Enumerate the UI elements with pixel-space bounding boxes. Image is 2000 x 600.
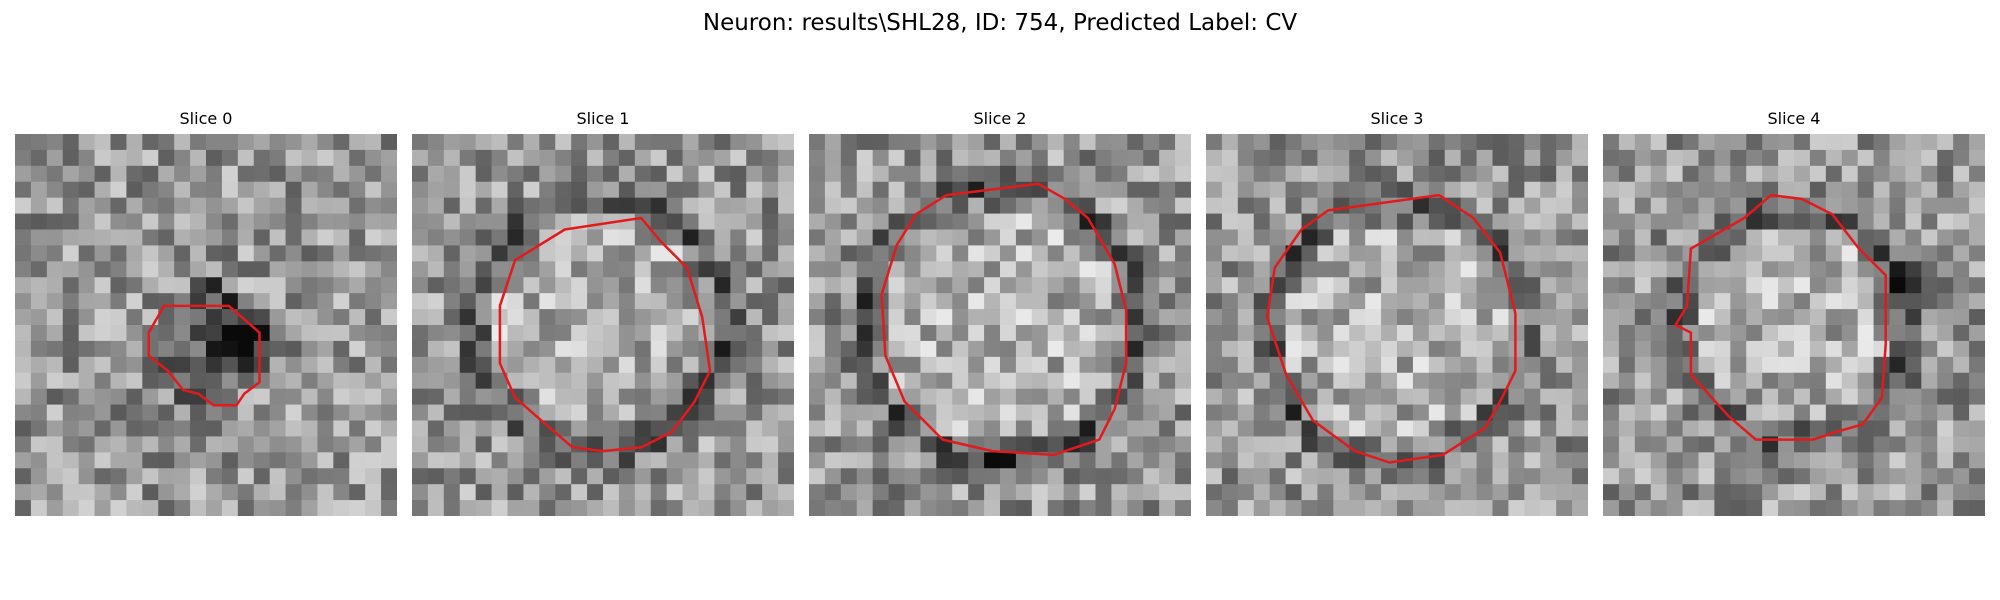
pixel-grid bbox=[412, 134, 794, 516]
pixel-grid bbox=[1206, 134, 1588, 516]
contour-outline bbox=[1265, 193, 1517, 464]
pixel-grid bbox=[1603, 134, 1985, 516]
slice-0-image bbox=[15, 134, 397, 516]
slice-1-title: Slice 1 bbox=[576, 109, 630, 128]
contour-outline bbox=[1674, 193, 1887, 441]
figure-title: Neuron: results\SHL28, ID: 754, Predicte… bbox=[702, 10, 1298, 36]
contour-outline bbox=[147, 304, 261, 407]
slice-4-image bbox=[1603, 134, 1985, 516]
slice-2-title: Slice 2 bbox=[973, 109, 1027, 128]
slice-2-image bbox=[809, 134, 1191, 516]
contour-outline bbox=[498, 216, 712, 453]
slice-3-title: Slice 3 bbox=[1370, 109, 1424, 128]
slice-1-image bbox=[412, 134, 794, 516]
slice-3-image bbox=[1206, 134, 1588, 516]
pixel-grid bbox=[15, 134, 397, 516]
slice-4-title: Slice 4 bbox=[1767, 109, 1821, 128]
pixel-grid bbox=[809, 134, 1191, 516]
contour-outline bbox=[880, 182, 1128, 457]
slice-0-title: Slice 0 bbox=[179, 109, 233, 128]
